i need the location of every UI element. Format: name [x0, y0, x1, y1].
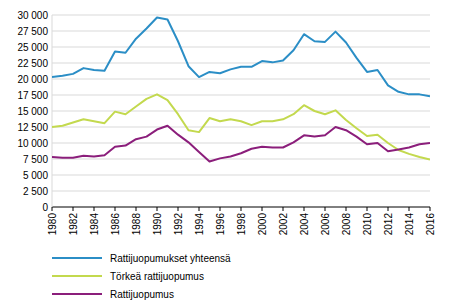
x-tick: [94, 207, 95, 211]
grid-line: [52, 95, 430, 96]
legend-label: Törkeä rattijuopumus: [110, 271, 204, 282]
y-tick-label: 10 000: [17, 138, 48, 149]
x-tick-label: 1980: [47, 213, 58, 236]
x-tick-label: 1998: [236, 213, 247, 236]
x-tick: [220, 207, 221, 211]
x-tick-label: 1988: [131, 213, 142, 236]
x-tick: [430, 207, 431, 211]
x-tick: [409, 207, 410, 211]
x-tick-label: 1990: [152, 213, 163, 236]
x-tick: [52, 207, 53, 211]
x-tick-label: 1992: [173, 213, 184, 236]
x-tick: [325, 207, 326, 211]
y-tick-label: 20 000: [17, 74, 48, 85]
legend-label: Rattijuopumus: [110, 289, 174, 300]
y-tick-label: 15 000: [17, 106, 48, 117]
x-tick-label: 2014: [404, 213, 415, 236]
x-tick: [388, 207, 389, 211]
y-tick-label: 17 500: [17, 90, 48, 101]
grid-line: [52, 47, 430, 48]
x-tick: [136, 207, 137, 211]
x-tick-label: 1982: [68, 213, 79, 236]
chart: 0 2 500 5 000 7 500 10 000 12 500 15 000 17 500…: [0, 0, 454, 302]
y-tick-label: 5 000: [23, 170, 48, 181]
grid-line: [52, 159, 430, 160]
grid-line: [52, 191, 430, 192]
series-line: [52, 94, 430, 159]
plot-area: [52, 18, 430, 162]
x-tick: [367, 207, 368, 211]
x-tick-label: 2002: [278, 213, 289, 236]
x-tick-label: 2016: [425, 213, 436, 236]
x-tick: [346, 207, 347, 211]
y-tick-label: 25 000: [17, 42, 48, 53]
grid-line: [52, 111, 430, 112]
x-tick-label: 2008: [341, 213, 352, 236]
y-tick-label: 30 000: [17, 10, 48, 21]
y-tick-label: 12 500: [17, 122, 48, 133]
y-axis-line: [52, 15, 53, 207]
x-tick-label: 2012: [383, 213, 394, 236]
series-line: [52, 18, 430, 97]
grid-line: [52, 15, 430, 16]
x-tick: [73, 207, 74, 211]
x-tick-label: 1984: [89, 213, 100, 236]
y-tick-label: 22 500: [17, 58, 48, 69]
x-tick: [178, 207, 179, 211]
x-tick: [304, 207, 305, 211]
x-tick-label: 2004: [299, 213, 310, 236]
x-tick: [283, 207, 284, 211]
x-tick: [157, 207, 158, 211]
x-tick-label: 2010: [362, 213, 373, 236]
y-tick-label: 7 500: [23, 154, 48, 165]
y-tick-label: 2 500: [23, 186, 48, 197]
x-tick: [262, 207, 263, 211]
grid-line: [52, 175, 430, 176]
grid-line: [52, 127, 430, 128]
y-tick-label: 27 500: [17, 26, 48, 37]
x-tick: [241, 207, 242, 211]
x-tick: [199, 207, 200, 211]
x-tick-label: 1996: [215, 213, 226, 236]
grid-line: [52, 79, 430, 80]
grid-line: [52, 31, 430, 32]
x-tick-label: 2006: [320, 213, 331, 236]
legend-label: Rattijuopumukset yhteensä: [110, 253, 231, 264]
legend-swatch: [52, 257, 102, 259]
x-tick: [115, 207, 116, 211]
y-tick-label: 0: [42, 202, 48, 213]
x-tick-label: 2000: [257, 213, 268, 236]
legend-swatch: [52, 293, 102, 295]
x-tick-label: 1986: [110, 213, 121, 236]
legend-swatch: [52, 275, 102, 277]
x-tick-label: 1994: [194, 213, 205, 236]
series-line: [52, 126, 430, 162]
